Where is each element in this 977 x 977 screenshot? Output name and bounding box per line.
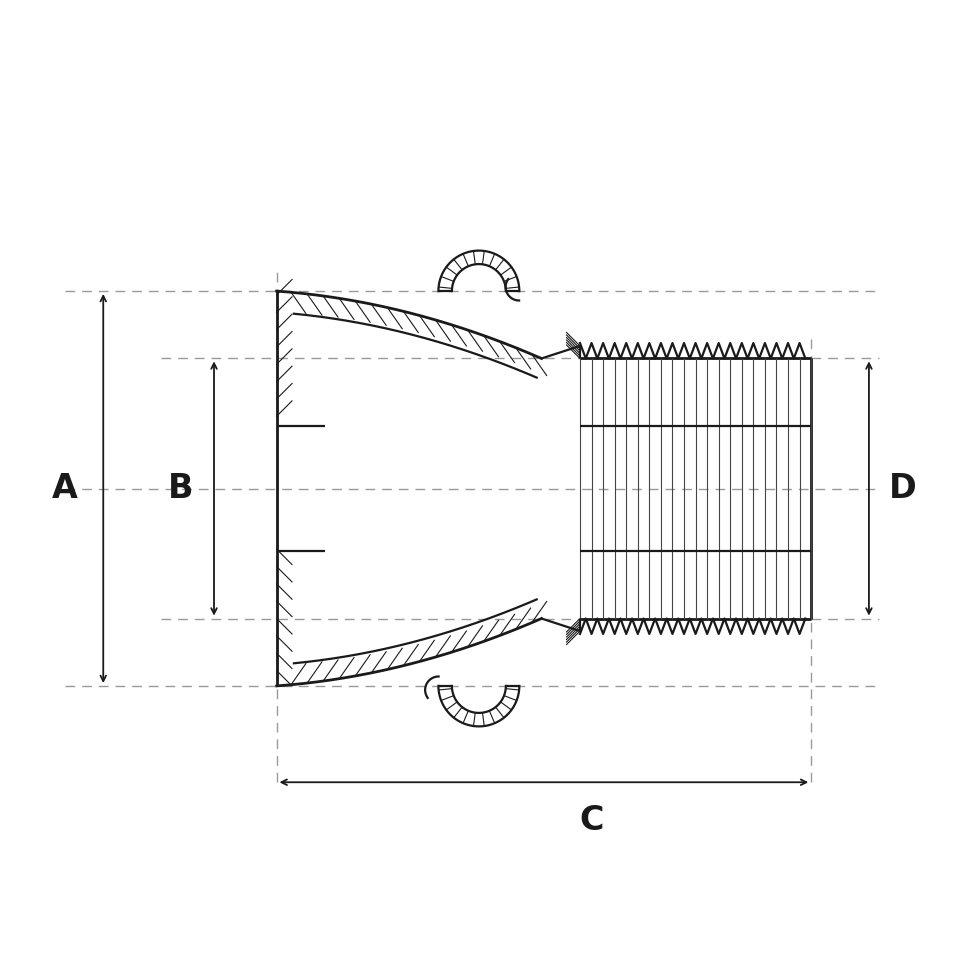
Text: D: D (889, 472, 916, 505)
Text: C: C (579, 804, 605, 837)
Text: B: B (167, 472, 193, 505)
Text: A: A (52, 472, 77, 505)
